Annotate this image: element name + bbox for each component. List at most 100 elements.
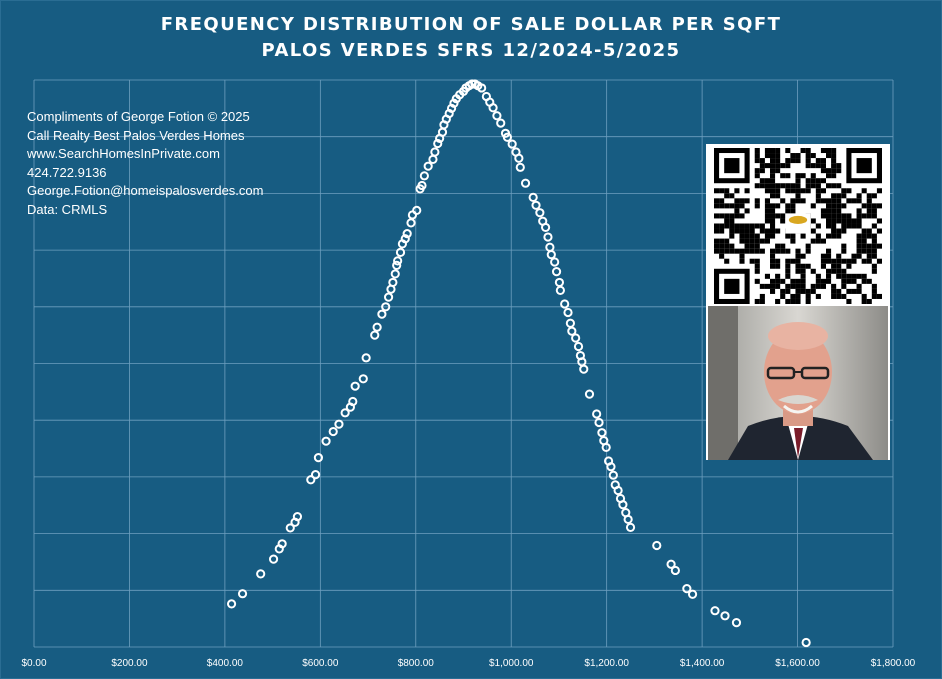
data-point	[623, 514, 633, 525]
data-point	[334, 419, 344, 429]
data-point	[531, 200, 541, 210]
data-point	[237, 589, 248, 599]
data-point	[430, 147, 440, 157]
x-tick-label: $1,800.00	[871, 658, 916, 669]
data-point	[720, 611, 730, 621]
data-point	[372, 322, 382, 332]
data-point	[555, 285, 565, 295]
data-point	[393, 256, 403, 266]
data-point	[292, 511, 303, 522]
data-point	[652, 540, 662, 551]
data-point	[437, 127, 448, 137]
data-point	[328, 426, 338, 437]
data-point	[625, 522, 636, 532]
data-point	[390, 269, 400, 279]
data-point	[383, 292, 394, 302]
data-point	[515, 162, 525, 172]
credit-line: 424.722.9136	[27, 164, 107, 180]
data-point	[428, 154, 438, 164]
data-point	[256, 569, 266, 579]
data-point	[520, 178, 531, 188]
data-point	[514, 153, 524, 163]
data-point	[492, 111, 502, 121]
data-point	[268, 554, 279, 564]
data-point	[306, 475, 316, 485]
data-point	[565, 318, 575, 328]
data-point	[710, 606, 720, 616]
data-point	[395, 247, 406, 257]
qr-code-icon	[714, 148, 882, 304]
data-point	[412, 205, 422, 216]
data-point	[540, 222, 551, 233]
data-point	[477, 83, 487, 93]
data-point	[310, 470, 321, 480]
x-tick-label: $0.00	[21, 658, 46, 669]
data-point	[601, 442, 611, 453]
x-tick-label: $1,200.00	[584, 658, 629, 669]
data-point	[321, 436, 331, 446]
data-point	[406, 218, 416, 228]
data-point	[496, 118, 506, 128]
x-tick-label: $1,000.00	[489, 658, 534, 669]
x-tick-label: $800.00	[398, 658, 435, 669]
data-point	[618, 500, 628, 510]
data-point	[666, 559, 676, 569]
agent-card	[706, 144, 890, 460]
credit-line: Compliments of George Fotion © 2025	[27, 109, 250, 124]
data-point	[488, 103, 498, 113]
data-point	[388, 277, 398, 288]
data-point	[392, 260, 402, 271]
data-point	[546, 250, 556, 260]
data-point	[573, 341, 584, 352]
data-point	[285, 523, 295, 533]
data-point	[340, 408, 350, 418]
data-point	[528, 192, 538, 202]
data-point	[682, 583, 692, 594]
data-point	[400, 234, 410, 244]
chart-title: FREQUENCY DISTRIBUTION OF SALE DOLLAR PE…	[160, 14, 782, 35]
data-point	[567, 326, 577, 336]
data-point	[226, 599, 237, 609]
data-point	[551, 267, 562, 277]
data-point	[361, 353, 371, 363]
data-point	[417, 180, 427, 191]
x-axis-tick-labels: $0.00 $200.00 $400.00 $600.00 $800.00 $1,000.…	[21, 658, 915, 669]
credit-line: Call Realty Best Palos Verdes Homes	[27, 127, 245, 143]
data-point	[507, 139, 517, 149]
data-point	[560, 299, 570, 309]
x-tick-label: $400.00	[207, 658, 244, 669]
data-point	[402, 229, 412, 239]
data-point	[687, 589, 698, 599]
data-point	[594, 417, 604, 428]
credit-line: Data: CRMLS	[27, 201, 108, 217]
x-tick-label: $1,400.00	[680, 658, 725, 669]
data-point	[543, 232, 553, 242]
data-point	[608, 470, 618, 480]
data-point	[613, 485, 623, 496]
data-point	[571, 333, 581, 343]
data-point	[449, 98, 459, 108]
data-point	[377, 309, 387, 319]
data-point	[358, 374, 368, 384]
data-point	[502, 132, 513, 142]
data-point	[313, 453, 324, 463]
data-point	[433, 138, 443, 149]
x-tick-label: $600.00	[302, 658, 339, 669]
data-point	[419, 171, 429, 181]
data-point	[554, 277, 565, 288]
data-point	[381, 302, 391, 312]
data-point	[579, 364, 589, 374]
data-point	[731, 618, 742, 628]
chart-subtitle: PALOS VERDES SFRS 12/2024-5/2025	[261, 40, 681, 61]
agent-portrait	[708, 306, 888, 460]
data-point	[370, 330, 380, 340]
credit-line: George.Fotion@homeispalosverdes.com	[27, 183, 264, 199]
data-point	[423, 161, 433, 171]
data-point	[597, 428, 607, 438]
data-point	[277, 539, 287, 549]
data-point	[606, 462, 616, 472]
data-point	[550, 257, 560, 267]
data-point	[350, 381, 360, 391]
credit-line: www.SearchHomesInPrivate.com	[27, 146, 220, 162]
x-tick-label: $200.00	[111, 658, 148, 669]
